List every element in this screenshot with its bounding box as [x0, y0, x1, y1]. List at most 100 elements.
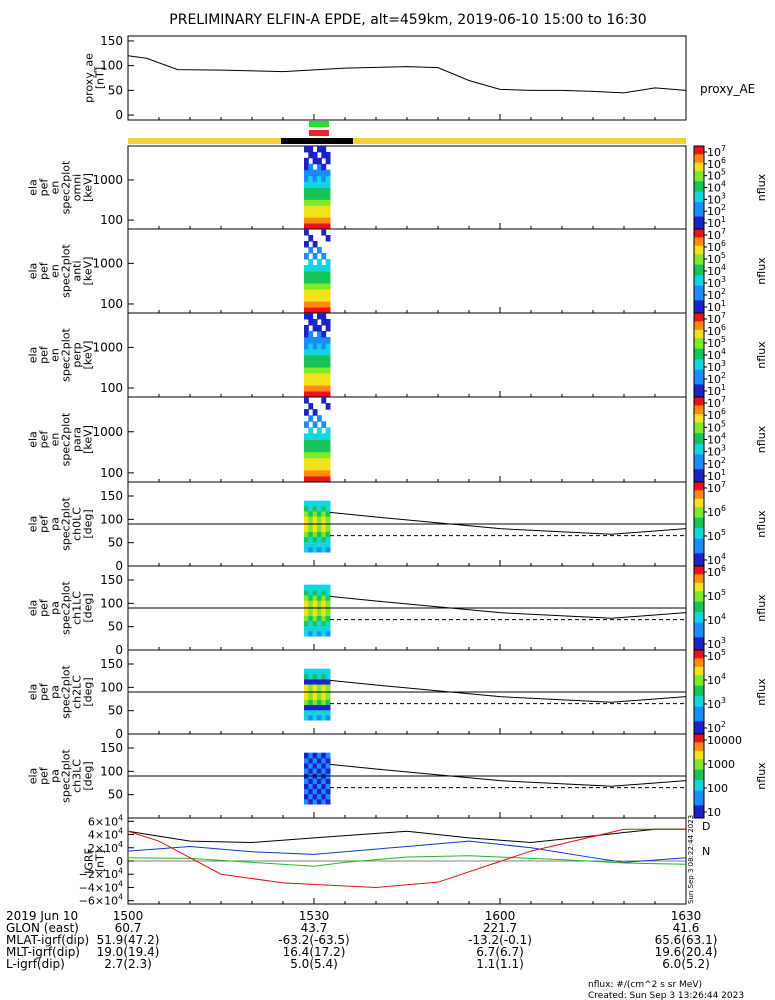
panel-en_anti-cell — [325, 259, 331, 266]
panel-en_anti-colorbar-segment — [694, 300, 704, 303]
panel-en_anti-cell — [312, 307, 318, 314]
panel-igrf-ytick-label: −2×104 — [79, 866, 123, 881]
footer-row-label: L-igrf(dip) — [6, 957, 65, 971]
panel-en_para-cell — [312, 439, 318, 447]
panel-en_para-colorbar-segment — [694, 403, 704, 406]
panel-en_omni-frame — [127, 145, 687, 230]
panel-en_perp-cell — [304, 385, 309, 392]
panel-ch1LC-cell — [321, 630, 327, 637]
panel-ch2LC-cell — [321, 694, 327, 700]
panel-en_para-ytick-label: 1000 — [92, 425, 123, 439]
panel-ch1LC-cell — [308, 610, 314, 616]
panel-ch2LC-colorbar-segment — [694, 731, 704, 735]
panel-en_anti-cell — [325, 301, 331, 308]
panel-en_omni-cell — [312, 199, 318, 206]
panel-ch2LC-cell — [317, 694, 322, 700]
panel-ch1LC-cell — [308, 625, 314, 632]
panel-en_para-colorbar-segment — [694, 441, 704, 445]
panel-ch1LC-cell — [304, 600, 309, 606]
panel-en_anti-colorbar-segment — [694, 239, 704, 243]
panel-ch2LC-colorbar-segment — [694, 677, 704, 680]
panel-en_perp-cell — [317, 313, 322, 320]
panel-en_perp-colorbar-segment — [694, 352, 704, 356]
panel-ch2LC-cell — [312, 694, 318, 700]
panel-ch0LC-cell — [308, 510, 314, 517]
panel-ch1LC-cell — [325, 610, 331, 616]
panel-ch1LC-cell — [325, 594, 331, 601]
panel-en_perp-ylabel: ela — [27, 347, 40, 364]
panel-en_omni-cell — [308, 146, 314, 153]
panel-en_perp-cell — [304, 349, 309, 356]
panel-ch0LC-cell — [312, 526, 318, 532]
panel-ch2LC-colorbar-segment — [694, 666, 704, 670]
panel-ch0LC-colorbar-segment — [694, 513, 704, 517]
panel-en_perp-cell — [317, 373, 322, 380]
footer-value: 1630 — [671, 909, 702, 923]
panel-en_anti-colorbar-segment — [694, 302, 704, 306]
footer-row-label: GLON (east) — [6, 921, 79, 935]
panel-igrf-ytick-label: 6×104 — [88, 813, 123, 828]
proxy-ae-line — [127, 55, 687, 94]
panel-en_anti-cell — [321, 295, 327, 302]
footer-value: 1600 — [485, 909, 516, 923]
panel-en_omni-cell — [325, 181, 331, 188]
panel-ch1LC-cell — [325, 615, 331, 622]
panel-ch0LC-colorbar-segment — [694, 517, 704, 521]
panel-ch3LC-cell — [321, 778, 327, 784]
panel-en_omni-colorbar-segment — [694, 166, 704, 170]
panel-ch1LC-colorbar-segment — [694, 622, 704, 626]
red-flag-bar — [309, 130, 329, 136]
panel-en_para-cell — [321, 421, 327, 428]
panel-en_perp-cell — [325, 385, 331, 392]
panel-en_perp-cell — [317, 361, 322, 368]
panel-ch0LC-colorbar-segment — [694, 538, 704, 542]
panel-en_para-cell — [321, 397, 327, 404]
panel-ch1LC-colorbar-segment — [694, 574, 704, 577]
panel-ch3LC-cell — [308, 798, 314, 805]
panel-en_anti-colorbar-segment — [694, 268, 704, 272]
panel-en_perp-colorbar-segment — [694, 386, 704, 390]
panel-ch2LC-colorbar-segment — [694, 698, 704, 701]
panel-en_para-colorbar-segment — [694, 431, 704, 434]
panel-en_para-cell — [312, 469, 318, 477]
panel-ch2LC-colorbar-segment — [694, 725, 704, 729]
panel-en_perp-ytick-label: 1000 — [92, 340, 123, 354]
panel-en_perp-cell — [304, 373, 309, 380]
panel-ch1LC-colorbar-segment — [694, 597, 704, 601]
panel-ch0LC-colorbar-segment — [694, 515, 704, 519]
panel-en_anti-colorbar-segment — [694, 243, 704, 247]
panel-ch3LC-colorbar-segment — [694, 757, 704, 760]
panel-en_omni-colorbar-segment — [694, 212, 704, 215]
panel-ch2LC-colorbar-segment — [694, 654, 704, 657]
panel-en_perp-cell — [317, 349, 322, 356]
panel-en_perp-cell — [312, 343, 318, 350]
panel-ch3LC-cell — [308, 752, 314, 759]
panel-en_perp-ylabel: spec2plot — [60, 328, 73, 382]
panel-en_omni-cell — [308, 169, 314, 177]
panel-en_anti-ytick-label: 1000 — [92, 256, 123, 270]
panel-ch0LC-cell — [304, 541, 309, 548]
panel-ch1LC-cell — [317, 600, 322, 606]
panel-ch3LC-cell — [304, 793, 309, 800]
panel-ch2LC-cell — [308, 704, 314, 711]
panel-ch3LC-cell — [317, 762, 322, 769]
panel-en_para-cell — [308, 427, 314, 434]
proxy-ae-legend: proxy_AE — [700, 82, 755, 96]
panel-ch3LC-cell — [325, 757, 331, 764]
panel-en_anti-colorbar-segment — [694, 260, 704, 264]
panel-ch0LC-cell — [317, 536, 322, 543]
panel-ch2LC-cell — [312, 709, 318, 716]
panel-en_para-cell — [304, 433, 309, 440]
panel-en_anti-colorbar-segment — [694, 250, 704, 253]
panel-en_anti-colorbar-segment — [694, 235, 704, 238]
panel-en_anti-cell — [321, 253, 327, 260]
panel-en_omni-cell — [304, 157, 309, 165]
panel-en_anti-colorbar-tick-label: 107 — [707, 227, 726, 242]
panel-en_para-cell — [317, 475, 322, 483]
panel-ch2LC-cell — [308, 714, 314, 721]
panel-en_para-colorbar-segment — [694, 401, 704, 404]
panel-en_anti-cell — [325, 307, 331, 314]
panel-ch3LC-colorbar-segment — [694, 773, 704, 777]
panel-en_anti-colorbar-segment — [694, 296, 704, 299]
panel-ch0LC-cell — [321, 510, 327, 517]
